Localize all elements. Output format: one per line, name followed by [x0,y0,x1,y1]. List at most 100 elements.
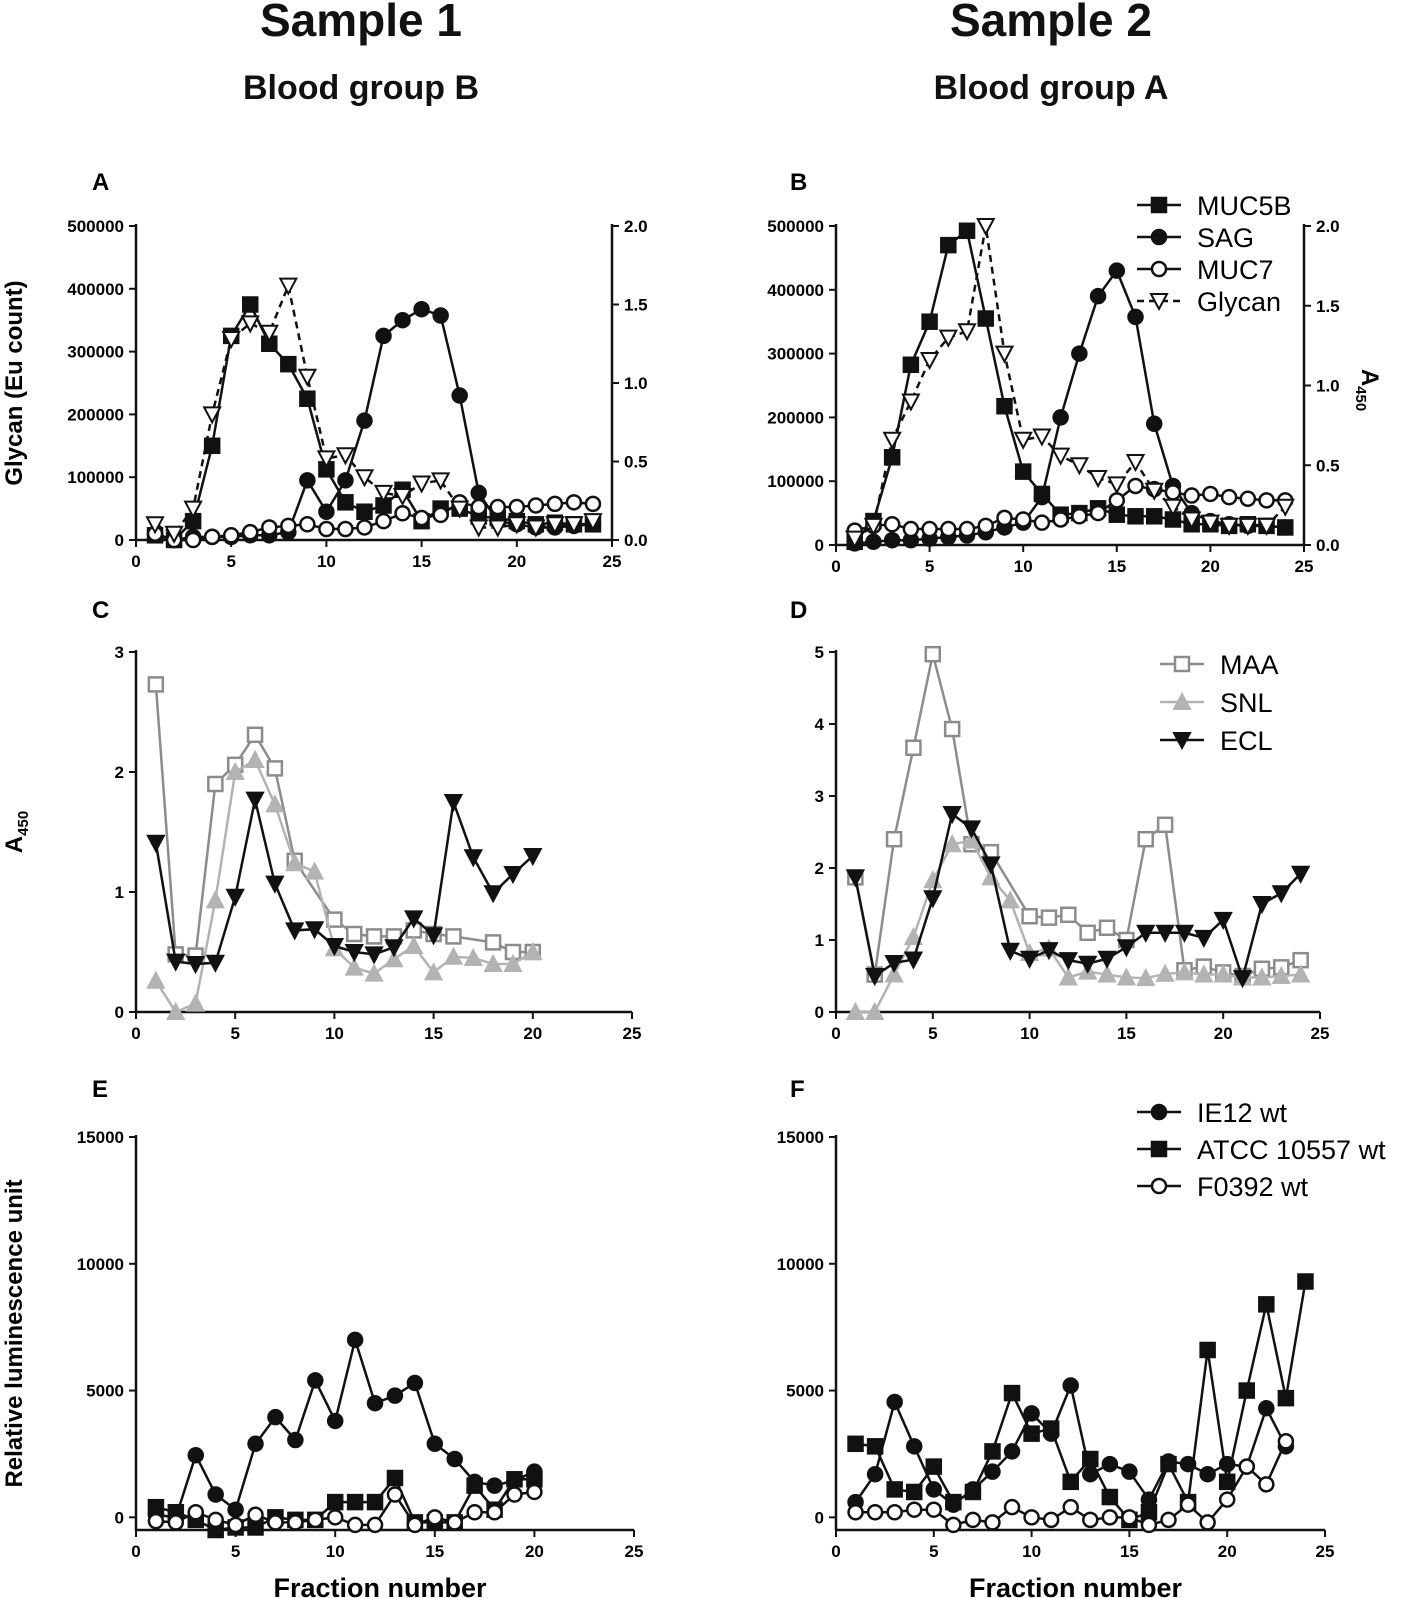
panel-label-E: E [92,1076,108,1103]
legend-label: MUC7 [1197,255,1274,285]
panel-B: B 0 5 10 15 20 25 0 100000 200000 300000 400000 5000… [767,169,1383,576]
data-point [1199,1514,1216,1531]
y-axis-label-E: Relative luminescence unit [1,1179,28,1487]
data-point [463,947,483,966]
data-point [526,1483,543,1501]
y-tick-label-D: 1 [815,931,824,950]
data-point [1121,1509,1138,1526]
data-point [1258,1296,1275,1313]
data-point [406,1374,424,1392]
data-point [924,645,942,663]
data-point [346,1516,364,1534]
x-tick-label-D: 15 [1117,1024,1136,1043]
legend-marker [1150,1140,1168,1158]
data-point [366,1493,384,1511]
data-point [1238,517,1258,536]
data-point [297,368,318,387]
data-point [1160,1455,1177,1473]
x-tick-label-E: 10 [326,1542,345,1561]
data-point [885,830,903,848]
data-point [386,1486,404,1503]
x-tick-label-A: 5 [226,552,235,571]
data-point [1137,830,1155,848]
data-point [919,351,940,371]
data-point [958,520,976,538]
data-point [406,1516,424,1534]
column-2-subtitle: Blood group A [933,69,1169,107]
data-point [1127,508,1144,525]
data-point [866,1438,884,1455]
y2-tick-label-A: 2.0 [624,217,648,236]
data-point [1079,924,1096,942]
data-point [221,331,241,350]
data-point [356,503,373,520]
legend-marker [1150,228,1168,246]
legend-F: IE12 wt ATCC 10557 wt F0392 wt [1137,1098,1386,1202]
data-point [865,533,882,551]
data-point [945,1516,962,1534]
data-point [1014,511,1032,528]
x-tick-label-E: 15 [425,1542,444,1561]
data-point [994,345,1015,364]
data-point [166,1001,186,1020]
data-point [958,222,976,240]
data-point [404,935,424,954]
data-point [942,834,962,853]
data-point [265,875,285,894]
data-point [1088,470,1108,489]
series-D-ecl [845,806,1311,989]
data-point [1101,1455,1119,1473]
series-E-f0392-wt [147,1483,543,1534]
data-point [287,1431,304,1449]
data-point [863,517,884,536]
data-point [1183,487,1200,504]
y-tick-label-A: 0 [115,531,124,550]
legend-marker [1150,1177,1168,1195]
data-point [1042,1420,1060,1437]
data-point [285,853,305,872]
data-point [203,437,221,455]
data-point [1019,950,1040,969]
y-tick-label-D: 4 [815,715,825,734]
data-point [1144,482,1164,501]
data-point [1277,519,1294,536]
data-point [981,856,1001,875]
data-point [247,1435,264,1453]
data-point [984,1463,1001,1480]
panel-label-F: F [790,1076,805,1103]
x-tick-label-F: 10 [1022,1542,1041,1561]
data-point [1069,457,1090,476]
data-point [356,519,373,536]
data-point [240,315,260,334]
x-tick-label-A: 20 [507,552,526,571]
y-tick-label-E: 0 [115,1508,124,1527]
data-point [246,726,264,744]
data-point [346,1331,364,1349]
data-point [488,519,508,538]
data-point [267,1408,284,1426]
data-point [483,885,503,904]
data-point [1127,477,1144,495]
data-point [1179,1496,1197,1513]
data-point [1271,965,1291,984]
x-tick-label-B: 25 [1295,557,1314,576]
data-point [977,517,995,535]
data-point [1071,508,1088,525]
data-point [921,520,938,538]
data-point [564,516,584,535]
data-point [583,513,603,532]
data-point [1003,1384,1021,1402]
data-point [203,528,221,546]
data-point [147,1512,165,1530]
data-point [527,497,545,514]
data-point [373,484,394,504]
legend-label: SAG [1197,223,1254,253]
series-line [154,301,593,542]
data-point [1145,508,1163,525]
legend-marker [1173,655,1191,673]
data-point [1140,1516,1158,1534]
data-point [394,311,411,329]
x-tick-label-E: 25 [625,1542,644,1561]
data-point [905,1501,923,1518]
series-line [854,811,1302,983]
